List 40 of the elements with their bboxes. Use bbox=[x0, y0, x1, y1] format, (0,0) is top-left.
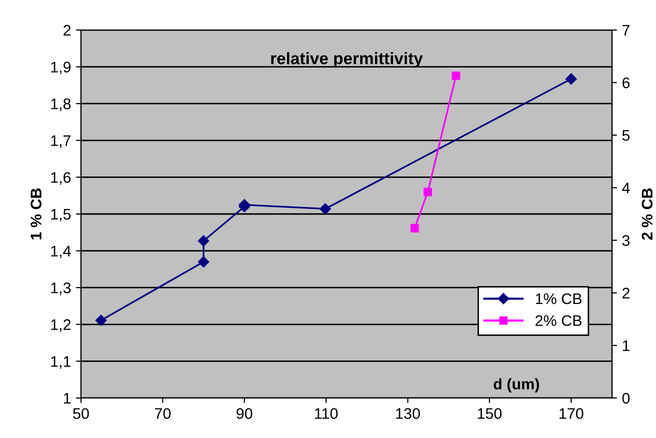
y-tick-label: 1,6 bbox=[51, 172, 71, 185]
y-tick-label: 1,2 bbox=[51, 319, 71, 332]
y2-tick-label: 0 bbox=[622, 392, 630, 404]
point bbox=[566, 73, 577, 85]
x-tick-label: 50 bbox=[73, 408, 89, 419]
legend-label: 1% CB bbox=[536, 293, 582, 304]
y2-tick-label: 5 bbox=[622, 130, 630, 141]
legend-label: 2% CB bbox=[536, 315, 582, 326]
y-tick-label: 1,4 bbox=[51, 246, 71, 258]
y-tick-label: 1,9 bbox=[51, 62, 71, 74]
text: relative permittivity bbox=[271, 52, 423, 68]
y-tick-label: 1,7 bbox=[51, 135, 71, 148]
y2-tick-label: 3 bbox=[622, 235, 630, 246]
y2-tick-label: 4 bbox=[622, 182, 630, 194]
x-tick-label: 130 bbox=[396, 408, 420, 419]
x-tick-label: 110 bbox=[315, 408, 338, 419]
x-tick-label: 150 bbox=[478, 408, 502, 419]
x-axis-title: d (um) bbox=[494, 378, 539, 392]
y-tick-label: 1,8 bbox=[51, 98, 71, 112]
y2-axis-title: 2 % CB bbox=[642, 188, 653, 240]
y2-tick-label: 7 bbox=[622, 25, 630, 36]
y2-tick-label: 1 bbox=[622, 340, 630, 351]
x-tick-label: 70 bbox=[154, 408, 171, 419]
y-tick-label: 1 bbox=[64, 393, 71, 404]
y-tick-label: 1,5 bbox=[51, 209, 71, 222]
y-tick-label: 2 bbox=[64, 24, 71, 36]
point bbox=[320, 203, 331, 214]
y-tick-label: 1,3 bbox=[51, 282, 71, 296]
point bbox=[198, 256, 210, 268]
point bbox=[410, 224, 419, 232]
y2-tick-label: 2 bbox=[622, 288, 630, 298]
y2-tick-label: 6 bbox=[622, 77, 630, 88]
y-tick-label: 1,1 bbox=[51, 356, 71, 369]
point bbox=[452, 72, 460, 80]
point bbox=[95, 314, 107, 326]
point bbox=[198, 235, 210, 246]
x-tick-label: 90 bbox=[236, 408, 252, 419]
y-axis-title: 1 % CB bbox=[30, 188, 42, 240]
x-tick-label: 170 bbox=[560, 408, 584, 419]
point bbox=[424, 188, 432, 196]
